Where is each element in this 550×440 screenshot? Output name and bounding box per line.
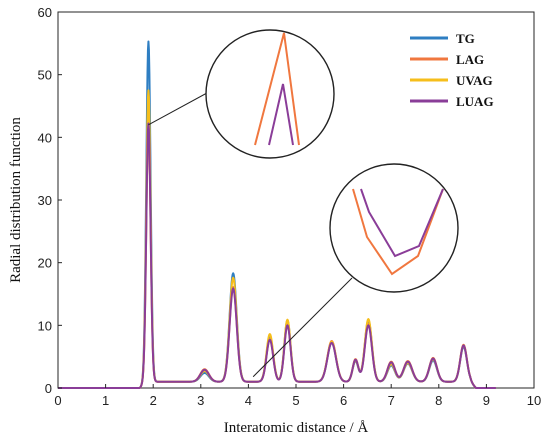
x-tick-label: 10 — [527, 393, 541, 408]
x-tick-label: 0 — [54, 393, 61, 408]
x-tick-label: 7 — [388, 393, 395, 408]
x-tick-label: 2 — [150, 393, 157, 408]
inset-peak-lag — [254, 32, 300, 146]
x-tick-label: 8 — [435, 393, 442, 408]
inset-valley-lag — [352, 188, 444, 276]
y-axis-title: Radial distribution function — [8, 117, 24, 283]
y-tick-label: 40 — [38, 130, 52, 145]
inset-valley-luag — [360, 188, 444, 258]
y-tick-label: 10 — [38, 318, 52, 333]
zoom-insets — [148, 29, 459, 378]
legend-label-tg: TG — [456, 31, 475, 46]
inset-peak-luag — [268, 83, 294, 146]
y-tick-label: 0 — [45, 381, 52, 396]
y-tick-label: 30 — [38, 193, 52, 208]
x-tick-label: 6 — [340, 393, 347, 408]
y-tick-label: 20 — [38, 256, 52, 271]
x-axis-title: Interatomic distance / Å — [224, 420, 369, 436]
inset-circle-valley — [329, 163, 459, 293]
legend-label-lag: LAG — [456, 52, 484, 67]
x-tick-label: 1 — [102, 393, 109, 408]
series-line-luag — [57, 122, 497, 389]
legend-label-uvag: UVAG — [456, 73, 493, 88]
x-tick-label: 9 — [483, 393, 490, 408]
x-tick-label: 3 — [197, 393, 204, 408]
ticks-layer: 0 1 2 3 4 5 6 7 8 9 10 0 10 20 30 40 50 60 — [38, 5, 542, 408]
x-tick-label: 4 — [245, 393, 252, 408]
legend-label-luag: LUAG — [456, 94, 494, 109]
inset-circle-peak — [205, 29, 335, 159]
x-tick-label: 5 — [292, 393, 299, 408]
series-layer — [57, 40, 497, 389]
legend: TG LAG UVAG LUAG — [410, 31, 494, 109]
inset-leader-line — [252, 277, 353, 378]
y-tick-label: 60 — [38, 5, 52, 20]
y-tick-label: 50 — [38, 68, 52, 83]
